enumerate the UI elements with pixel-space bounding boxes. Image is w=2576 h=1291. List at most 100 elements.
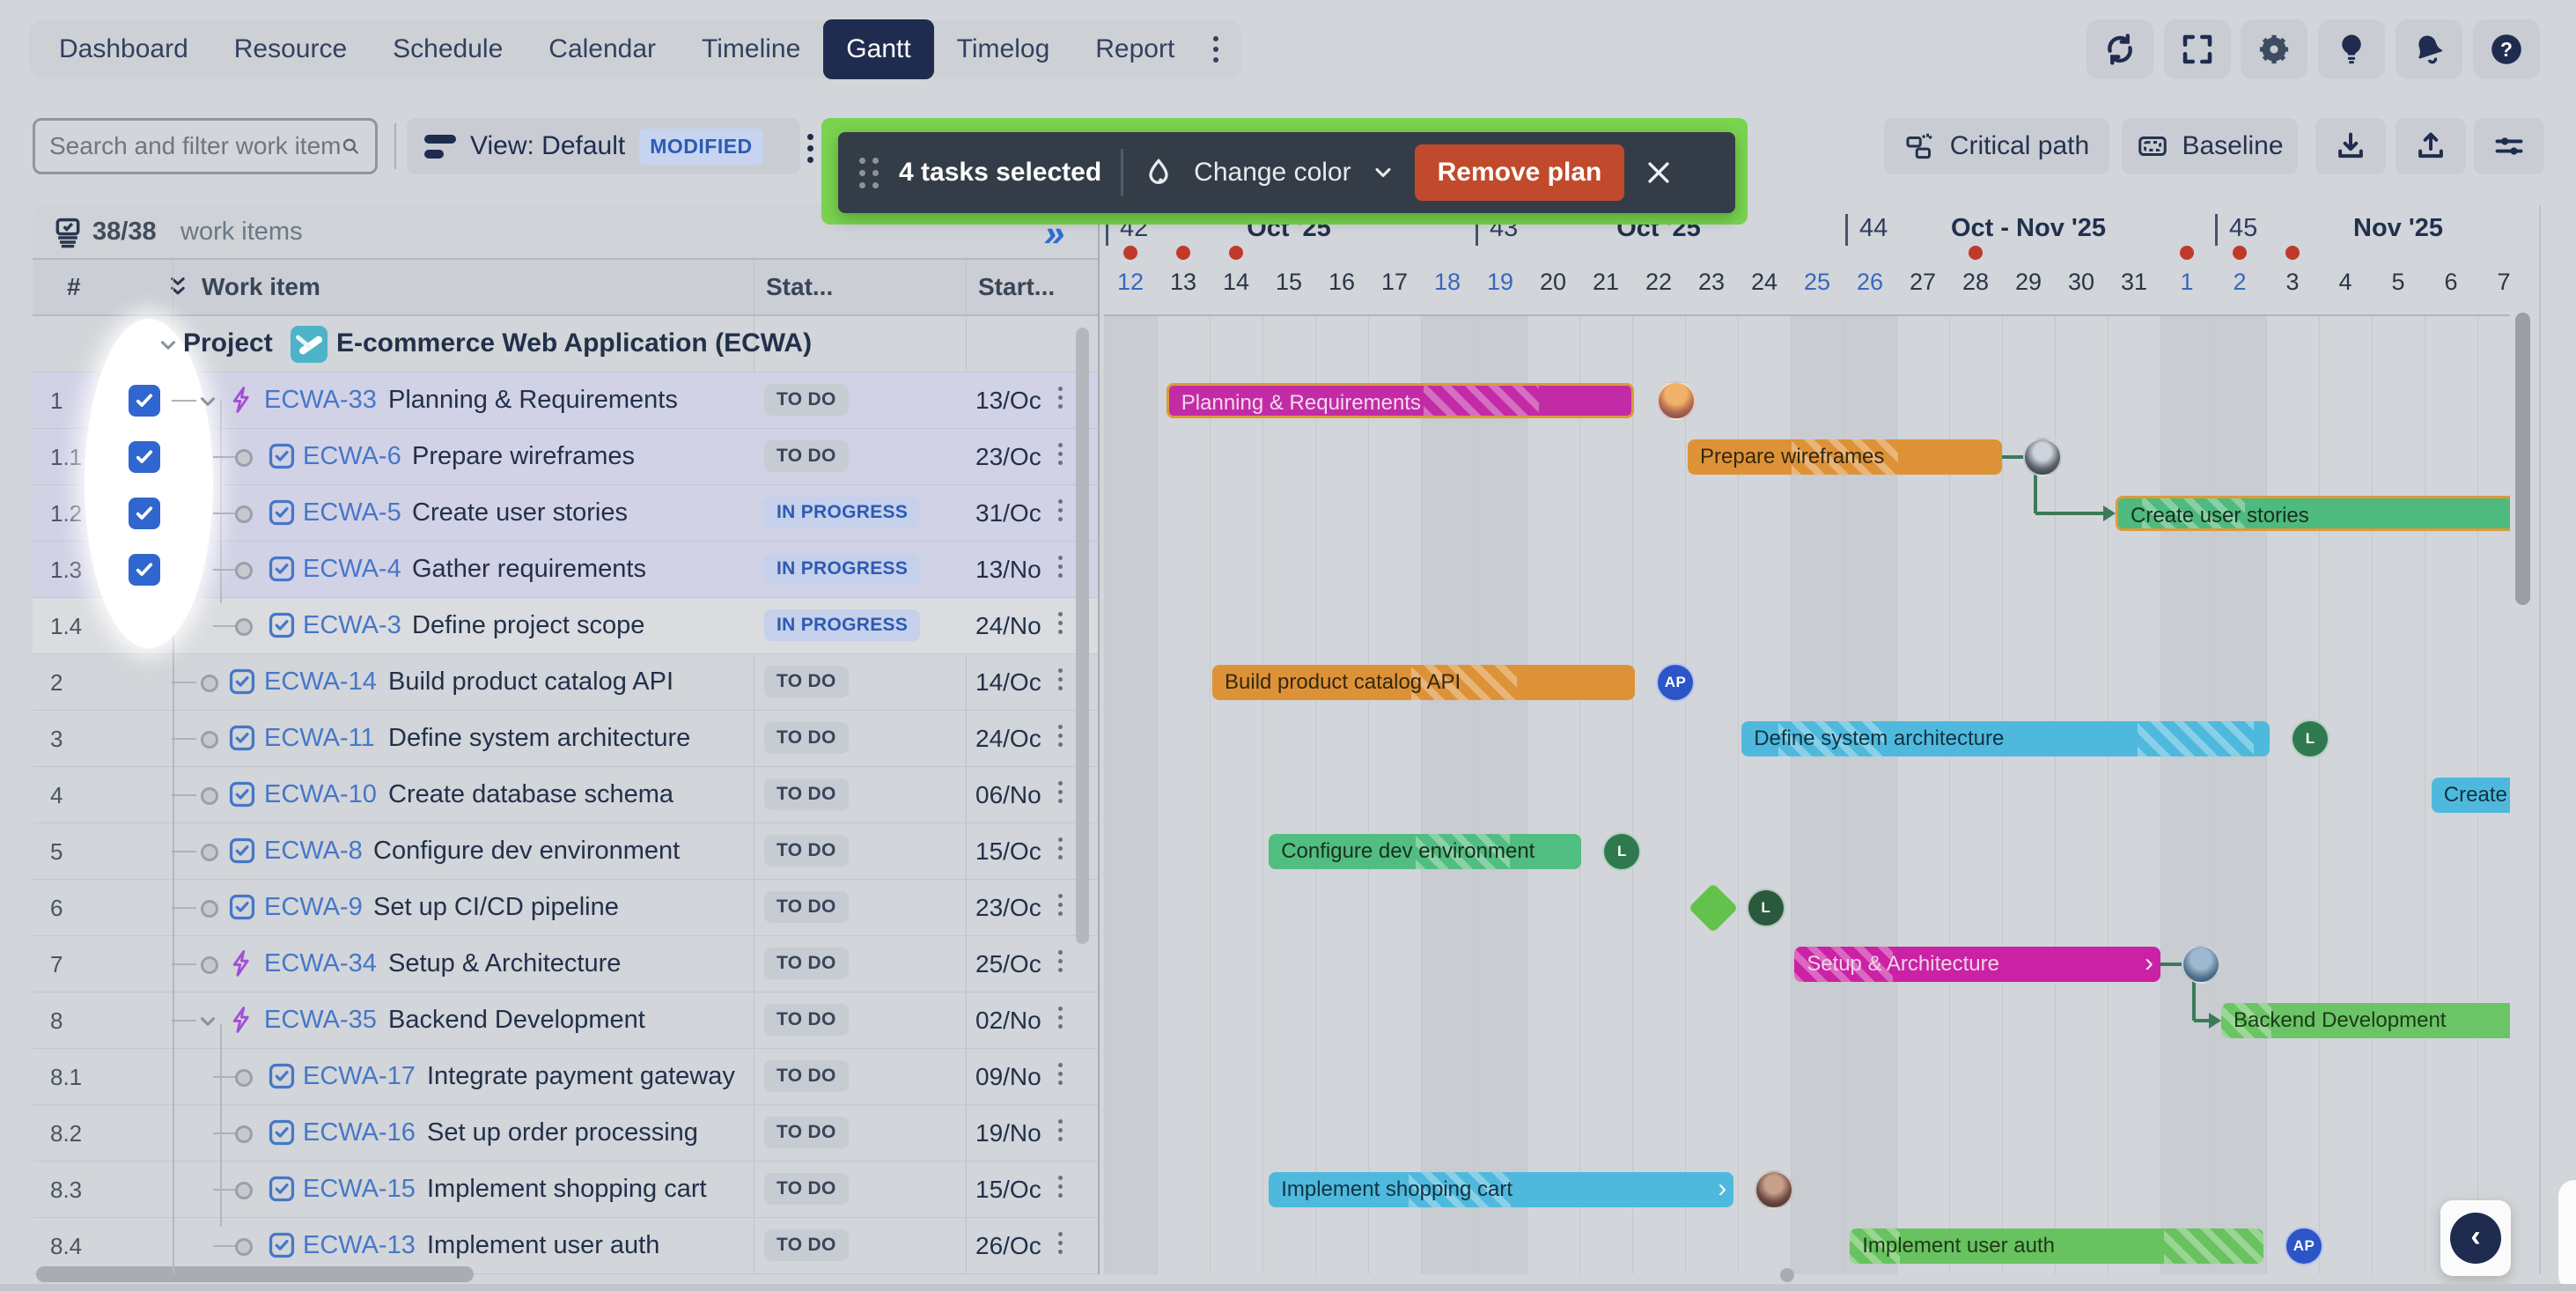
gantt-bar[interactable]: Create user stories: [2116, 496, 2510, 531]
row-menu-icon[interactable]: [1058, 612, 1063, 634]
baseline-button[interactable]: Baseline: [2122, 118, 2298, 174]
gantt-horizontal-scrollbar[interactable]: [1780, 1268, 1794, 1282]
row-menu-icon[interactable]: [1058, 1007, 1063, 1029]
table-row[interactable]: 8 ECWA-35 Backend Development TO DO 02/No: [33, 992, 1098, 1049]
work-item-name[interactable]: Create database schema: [388, 780, 674, 808]
table-row[interactable]: 3 ECWA-11 Define system architecture TO DO 2…: [33, 711, 1098, 767]
table-row[interactable]: 8.4 ECWA-13 Implement user auth TO DO 26/Oc: [33, 1218, 1098, 1274]
fullscreen-button[interactable]: [2164, 19, 2231, 79]
sync-button[interactable]: [2087, 19, 2153, 79]
work-item-name[interactable]: Set up CI/CD pipeline: [373, 893, 619, 921]
row-menu-icon[interactable]: [1058, 443, 1063, 465]
work-item-name[interactable]: Define project scope: [412, 611, 645, 639]
work-item-name[interactable]: Configure dev environment: [373, 837, 681, 865]
work-item-name[interactable]: Integrate payment gateway: [427, 1062, 735, 1090]
search-input[interactable]: Search and filter work item: [33, 118, 378, 174]
project-row[interactable]: Project E-commerce Web Application (ECWA): [33, 316, 1098, 373]
work-item-name[interactable]: Planning & Requirements: [388, 386, 678, 414]
row-menu-icon[interactable]: [1058, 781, 1063, 803]
gantt-bar[interactable]: Backend Development: [2221, 1003, 2510, 1038]
column-status[interactable]: Stat...: [766, 273, 834, 300]
tips-button[interactable]: [2318, 19, 2385, 79]
chevron-down-icon[interactable]: [1371, 160, 1395, 185]
view-more-icon[interactable]: [807, 129, 813, 168]
table-row[interactable]: 5 ECWA-8 Configure dev environment TO DO 15/…: [33, 823, 1098, 880]
close-icon[interactable]: [1644, 158, 1674, 188]
settings-button[interactable]: [2241, 19, 2307, 79]
gantt-vertical-scrollbar[interactable]: [2515, 313, 2530, 605]
work-item-key[interactable]: ECWA-17: [303, 1062, 416, 1090]
work-item-name[interactable]: Prepare wireframes: [412, 442, 636, 470]
row-menu-icon[interactable]: [1058, 1232, 1063, 1254]
table-row[interactable]: 8.2 ECWA-16 Set up order processing TO DO 19…: [33, 1105, 1098, 1162]
table-row[interactable]: 1.4 ECWA-3 Define project scope IN PROGRESS…: [33, 598, 1098, 654]
critical-path-button[interactable]: Critical path: [1884, 118, 2109, 174]
row-menu-icon[interactable]: [1058, 894, 1063, 916]
view-selector-button[interactable]: View: Default MODIFIED: [407, 118, 800, 174]
import-button[interactable]: [2396, 118, 2466, 174]
work-item-name[interactable]: Create user stories: [412, 498, 628, 527]
change-color-button[interactable]: Change color: [1194, 158, 1351, 187]
work-item-key[interactable]: ECWA-6: [303, 442, 401, 470]
gantt-bar[interactable]: Implement user auth: [1850, 1228, 2263, 1264]
work-item-name[interactable]: Set up order processing: [427, 1118, 698, 1147]
drag-handle-icon[interactable]: [859, 157, 880, 188]
table-row[interactable]: 8.3 ECWA-15 Implement shopping cart TO DO 15…: [33, 1162, 1098, 1218]
table-row[interactable]: 1.3 ECWA-4 Gather requirements IN PROGRESS 1…: [33, 542, 1098, 598]
row-menu-icon[interactable]: [1058, 556, 1063, 578]
gantt-bar[interactable]: Define system architecture: [1741, 721, 2271, 756]
help-button[interactable]: ?: [2473, 19, 2540, 79]
gantt-bar[interactable]: Implement shopping cart ›: [1269, 1172, 1734, 1207]
row-menu-icon[interactable]: [1058, 837, 1063, 859]
work-item-key[interactable]: ECWA-15: [303, 1175, 416, 1203]
column-num[interactable]: #: [67, 273, 81, 300]
work-item-name[interactable]: Implement user auth: [427, 1231, 660, 1259]
gantt-bar[interactable]: Create database schema: [2431, 778, 2510, 813]
work-item-key[interactable]: ECWA-13: [303, 1231, 416, 1259]
table-row[interactable]: 7 ECWA-34 Setup & Architecture TO DO 25/Oc: [33, 936, 1098, 992]
remove-plan-button[interactable]: Remove plan: [1414, 144, 1625, 201]
work-item-key[interactable]: ECWA-4: [303, 555, 401, 583]
row-menu-icon[interactable]: [1058, 950, 1063, 972]
table-row[interactable]: 6 ECWA-9 Set up CI/CD pipeline TO DO 23/Oc: [33, 880, 1098, 936]
work-item-key[interactable]: ECWA-3: [303, 611, 401, 639]
tab-timelog[interactable]: Timelog: [956, 34, 1050, 63]
collapse-panel-button[interactable]: ‹: [2440, 1200, 2511, 1276]
row-checkbox[interactable]: [129, 385, 160, 417]
table-row[interactable]: 8.1 ECWA-17 Integrate payment gateway TO DO…: [33, 1049, 1098, 1105]
tab-schedule[interactable]: Schedule: [393, 34, 504, 63]
work-item-key[interactable]: ECWA-8: [264, 837, 363, 865]
table-horizontal-scrollbar[interactable]: [36, 1266, 474, 1282]
work-item-name[interactable]: Define system architecture: [388, 724, 691, 752]
work-item-key[interactable]: ECWA-16: [303, 1118, 416, 1147]
row-checkbox[interactable]: [129, 498, 160, 529]
work-item-name[interactable]: Gather requirements: [412, 555, 646, 583]
tab-report[interactable]: Report: [1095, 34, 1175, 63]
gantt-bar[interactable]: Prepare wireframes: [1688, 439, 2002, 475]
table-row[interactable]: 2 ECWA-14 Build product catalog API TO DO 14…: [33, 654, 1098, 711]
collapse-all-icon[interactable]: [165, 274, 191, 300]
tab-gantt[interactable]: Gantt: [823, 19, 934, 79]
row-checkbox[interactable]: [129, 554, 160, 586]
row-menu-icon[interactable]: [1058, 387, 1063, 409]
work-item-key[interactable]: ECWA-9: [264, 893, 363, 921]
work-item-name[interactable]: Setup & Architecture: [388, 949, 622, 977]
work-item-name[interactable]: Backend Development: [388, 1006, 645, 1034]
table-row[interactable]: 4 ECWA-10 Create database schema TO DO 06/No: [33, 767, 1098, 823]
row-menu-icon[interactable]: [1058, 725, 1063, 747]
work-item-key[interactable]: ECWA-14: [264, 668, 377, 696]
row-checkbox[interactable]: [129, 441, 160, 473]
work-item-key[interactable]: ECWA-5: [303, 498, 401, 527]
gantt-bar[interactable]: Planning & Requirements: [1166, 383, 1634, 418]
gantt-bar[interactable]: Configure dev environment: [1269, 834, 1582, 869]
work-item-name[interactable]: Build product catalog API: [388, 668, 674, 696]
row-menu-icon[interactable]: [1058, 668, 1063, 690]
notifications-button[interactable]: [2396, 19, 2462, 79]
column-work-item[interactable]: Work item: [202, 273, 320, 300]
work-item-key[interactable]: ECWA-35: [264, 1006, 377, 1034]
work-item-key[interactable]: ECWA-11: [264, 724, 375, 752]
column-start[interactable]: Start...: [978, 273, 1056, 300]
work-item-key[interactable]: ECWA-33: [264, 386, 377, 414]
work-item-key[interactable]: ECWA-34: [264, 949, 377, 977]
tab-resource[interactable]: Resource: [233, 34, 348, 63]
